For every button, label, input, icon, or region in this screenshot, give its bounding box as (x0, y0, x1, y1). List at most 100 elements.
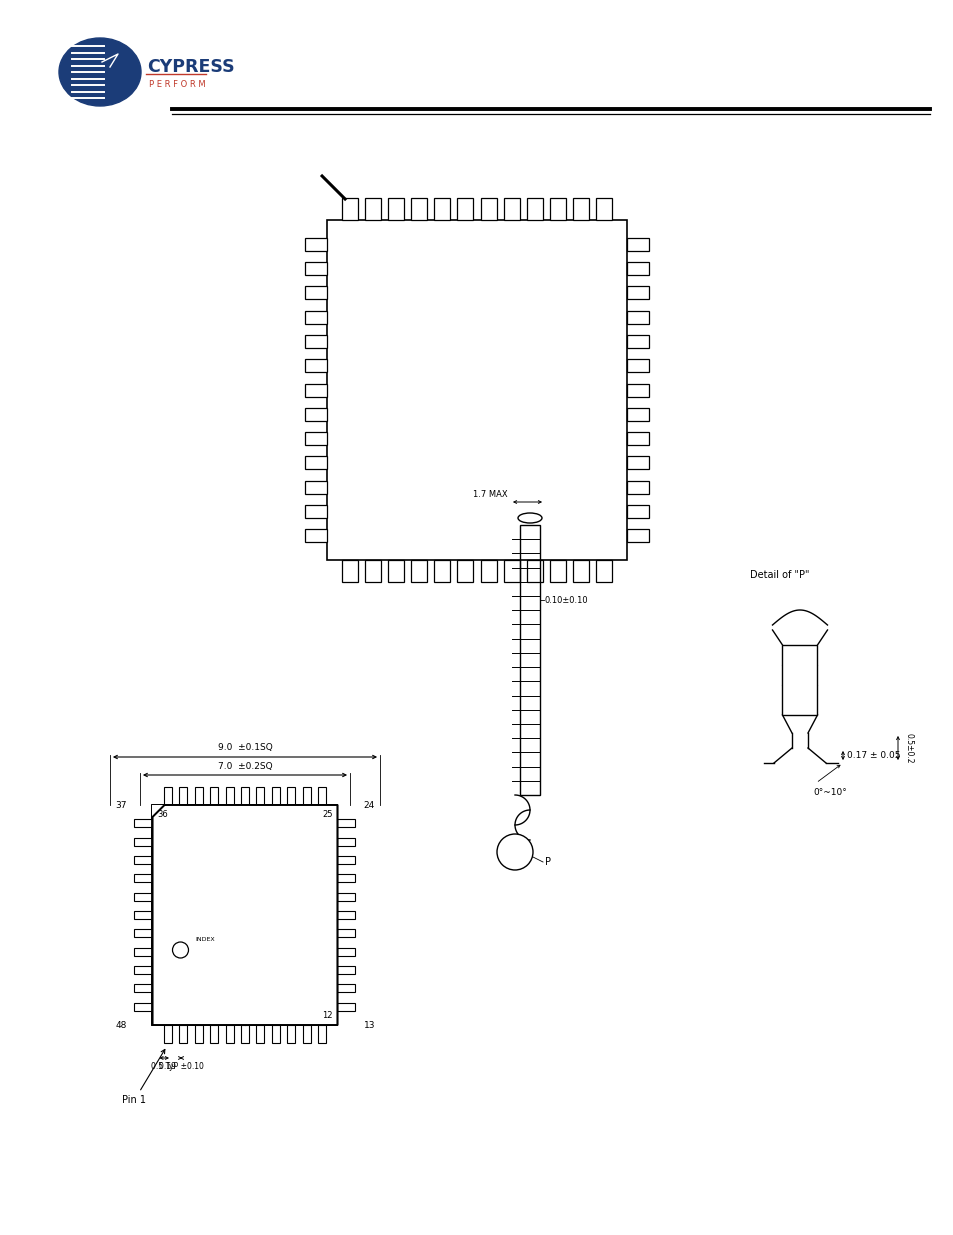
Text: 13: 13 (363, 1020, 375, 1030)
Bar (305, 457, 327, 469)
Bar (626, 432, 648, 445)
Bar (287, 787, 294, 805)
Bar (305, 262, 327, 275)
Bar (134, 947, 152, 956)
Text: 48: 48 (115, 1020, 127, 1030)
Bar (134, 984, 152, 993)
Bar (337, 984, 355, 993)
Bar (434, 198, 450, 220)
Bar (305, 287, 327, 299)
Ellipse shape (517, 513, 541, 522)
Bar (179, 1025, 187, 1044)
Bar (365, 198, 381, 220)
Bar (272, 1025, 279, 1044)
Bar (134, 874, 152, 882)
Bar (626, 359, 648, 372)
Bar (305, 480, 327, 494)
Bar (337, 856, 355, 864)
Text: 9.0  ±0.1SQ: 9.0 ±0.1SQ (217, 743, 273, 752)
Bar (626, 408, 648, 421)
Text: 0.10±0.10: 0.10±0.10 (544, 595, 588, 604)
Circle shape (497, 834, 533, 869)
Bar (342, 559, 357, 582)
Ellipse shape (59, 38, 141, 106)
Bar (164, 1025, 172, 1044)
Bar (626, 238, 648, 251)
Text: 0.5 TyP: 0.5 TyP (151, 1062, 177, 1071)
Text: 24: 24 (363, 800, 375, 809)
Text: P: P (544, 857, 551, 867)
Bar (337, 966, 355, 974)
Bar (327, 220, 626, 559)
Bar (225, 787, 233, 805)
Text: CYPRESS: CYPRESS (147, 58, 234, 77)
Bar (337, 929, 355, 937)
Bar (210, 787, 218, 805)
Bar (256, 1025, 264, 1044)
Text: 37: 37 (115, 800, 127, 809)
Bar (626, 287, 648, 299)
Bar (337, 1003, 355, 1010)
Bar (305, 335, 327, 348)
Bar (152, 805, 337, 1025)
Bar (388, 198, 404, 220)
Bar (480, 198, 496, 220)
Bar (134, 911, 152, 919)
Bar (337, 874, 355, 882)
Bar (365, 559, 381, 582)
Bar (337, 911, 355, 919)
Bar (526, 198, 542, 220)
Bar (305, 432, 327, 445)
Bar (225, 1025, 233, 1044)
Bar (626, 505, 648, 517)
Bar (434, 559, 450, 582)
Bar (164, 787, 172, 805)
Text: 12: 12 (322, 1011, 333, 1020)
Bar (337, 947, 355, 956)
Bar (781, 645, 817, 715)
Text: 0.5±0.2: 0.5±0.2 (904, 732, 913, 763)
Bar (388, 559, 404, 582)
Text: P E R F O R M: P E R F O R M (149, 79, 206, 89)
Text: 36: 36 (157, 810, 168, 819)
Bar (305, 384, 327, 396)
Bar (337, 837, 355, 846)
Bar (626, 480, 648, 494)
Bar (179, 787, 187, 805)
Bar (626, 384, 648, 396)
Bar (256, 787, 264, 805)
Bar (626, 311, 648, 324)
Bar (626, 530, 648, 542)
Bar (626, 335, 648, 348)
Bar (411, 198, 427, 220)
Bar (480, 559, 496, 582)
Bar (305, 359, 327, 372)
Text: 0°~10°: 0°~10° (812, 788, 846, 797)
Bar (503, 559, 519, 582)
Bar (337, 819, 355, 827)
Bar (457, 559, 473, 582)
Bar (411, 559, 427, 582)
Bar (134, 819, 152, 827)
Bar (305, 311, 327, 324)
Bar (241, 1025, 249, 1044)
Bar (549, 559, 565, 582)
Bar (305, 530, 327, 542)
Bar (134, 837, 152, 846)
Bar (572, 559, 588, 582)
Bar (519, 525, 539, 795)
Text: 25: 25 (322, 810, 333, 819)
Text: 0.19  ±0.10: 0.19 ±0.10 (159, 1062, 204, 1071)
Bar (241, 787, 249, 805)
Text: 0.17 ± 0.05: 0.17 ± 0.05 (846, 751, 900, 760)
Bar (302, 1025, 311, 1044)
Bar (152, 805, 337, 1025)
Bar (526, 559, 542, 582)
Bar (626, 457, 648, 469)
Bar (194, 787, 203, 805)
Bar (287, 1025, 294, 1044)
Bar (596, 198, 611, 220)
Bar (342, 198, 357, 220)
Bar (210, 1025, 218, 1044)
Bar (272, 787, 279, 805)
